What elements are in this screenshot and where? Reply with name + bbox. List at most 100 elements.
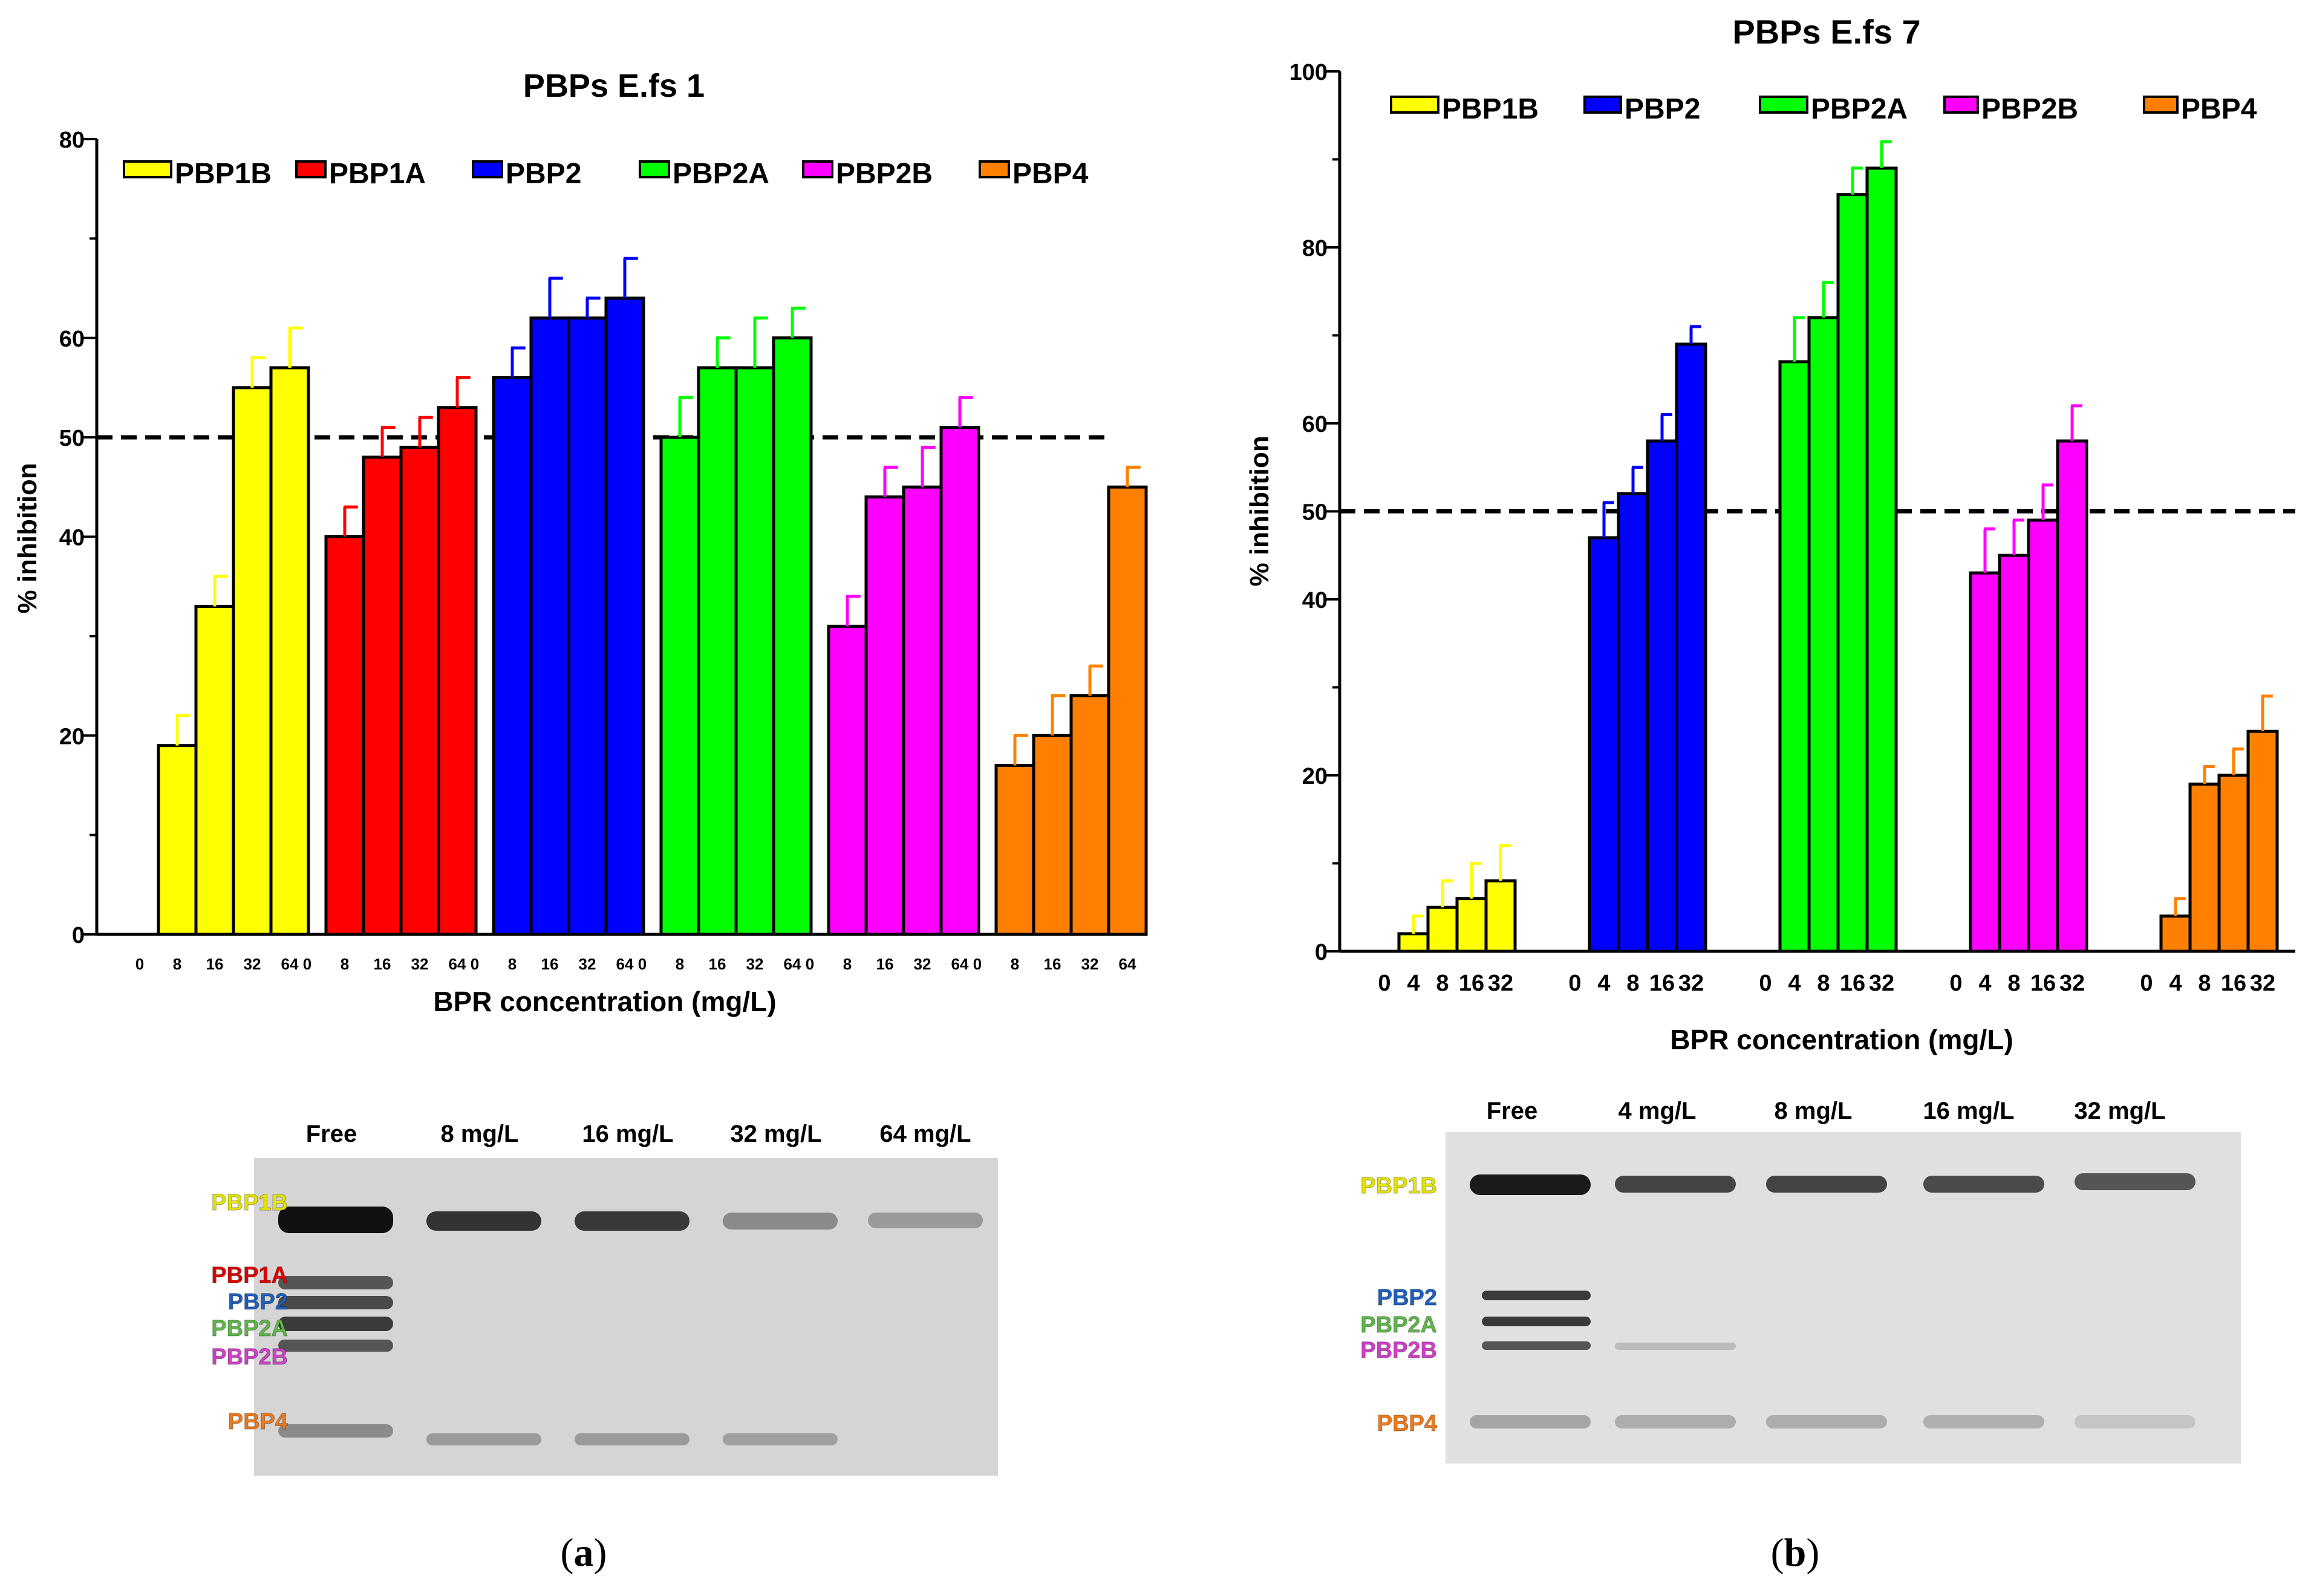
y-axis-label: % inhibition (13, 463, 42, 613)
legend-label-pbp2a: PBP2A (1811, 93, 1908, 125)
x-axis-label: BPR concentration (mg/L) (433, 986, 776, 1017)
gel-a-lane-label: 64 mg/L (879, 1121, 971, 1147)
x-tick-label: 16 (1840, 971, 1865, 996)
x-tick-label: 4 (1407, 971, 1420, 996)
bar-pbp1b (1426, 905, 1459, 953)
x-tick-label: 8 (1436, 971, 1449, 996)
bar-pbp4 (1032, 734, 1073, 936)
x-tick-label: 32 (914, 955, 931, 973)
gel-band (426, 1211, 541, 1231)
bar-pbp2b (939, 426, 980, 936)
gel-a-lane-label: 16 mg/L (582, 1121, 674, 1147)
bar-pbp2a (1807, 316, 1840, 953)
gel-b-lane-label: 16 mg/L (1923, 1098, 2015, 1124)
legend-swatch-pbp4 (2143, 96, 2179, 114)
bar-pbp2a (697, 366, 738, 936)
bar-pbp2a (1865, 166, 1898, 953)
gel-band (278, 1276, 393, 1289)
x-tick-label: 32 (1081, 955, 1099, 973)
gel-band (278, 1296, 393, 1309)
bar-pbp1b (157, 744, 198, 936)
legend-label-pbp2b: PBP2B (836, 158, 933, 190)
x-tick-label: 16 (709, 955, 726, 973)
legend-label-pbp1b: PBP1B (1442, 93, 1539, 125)
panel-letter-b-text: b (1784, 1531, 1807, 1575)
bar-pbp4 (1069, 694, 1110, 936)
legend-label-pbp1a: PBP1A (329, 158, 426, 190)
x-tick-label: 0 (973, 955, 982, 973)
gel-b-pbp2b-label: PBP2B (1360, 1338, 1438, 1364)
x-tick-label: 8 (173, 955, 181, 973)
y-tick-label: 50 (59, 426, 85, 451)
x-tick-label: 32 (1869, 971, 1894, 996)
x-axis-label: BPR concentration (mg/L) (1670, 1024, 2013, 1055)
bar-pbp1a (324, 535, 365, 936)
bar-pbp2 (1675, 342, 1707, 953)
gel-a-pbp2a-label: PBP2A (211, 1316, 288, 1342)
x-tick-label: 0 (1378, 971, 1390, 996)
panel-letter-a: (a) (560, 1531, 607, 1575)
y-tick-label: 20 (1302, 764, 1328, 789)
x-tick-label: 32 (579, 955, 596, 973)
x-tick-label: 8 (2198, 971, 2211, 996)
gel-b-pbp4-label: PBP4 (1377, 1411, 1437, 1437)
gel-band (1482, 1341, 1591, 1350)
bar-pbp4 (2188, 783, 2221, 953)
gel-band (1615, 1343, 1736, 1350)
x-tick-label: 16 (541, 955, 559, 973)
bar-pbp2b (2027, 518, 2059, 953)
gel-b-pbp2-label: PBP2 (1377, 1285, 1437, 1311)
bar-pbp2a (1778, 360, 1811, 953)
x-tick-label: 16 (1044, 955, 1061, 973)
gel-band (1470, 1174, 1591, 1195)
gel-b-lane-label: Free (1486, 1098, 1538, 1124)
panel-letter-a-text: a (573, 1531, 594, 1575)
x-tick-label: 64 (616, 955, 634, 973)
y-tick-label: 20 (59, 724, 85, 749)
bar-pbp2 (604, 296, 645, 936)
x-tick-label: 32 (244, 955, 261, 973)
x-tick-label: 0 (135, 955, 144, 973)
x-tick-label: 64 (281, 955, 299, 973)
gel-band (1615, 1176, 1736, 1193)
legend-swatch-pbp2 (472, 160, 503, 178)
legend-label-pbp2a: PBP2A (673, 158, 769, 190)
x-tick-label: 16 (206, 955, 224, 973)
panel-letter-b: (b) (1770, 1531, 1820, 1575)
y-tick-label: 0 (1315, 940, 1328, 965)
gel-a-pbp1a-label: PBP1A (211, 1263, 288, 1289)
x-tick-label: 64 (951, 955, 969, 973)
x-tick-label: 0 (471, 955, 479, 973)
legend-label-pbp1b: PBP1B (175, 158, 272, 190)
legend-swatch-pbp2b (1943, 96, 1979, 114)
bar-pbp4 (994, 764, 1035, 936)
x-tick-label: 8 (508, 955, 517, 973)
gel-band (278, 1340, 393, 1352)
gel-band (1766, 1415, 1887, 1428)
bar-pbp1b (194, 605, 235, 936)
bar-pbp1a (437, 406, 478, 936)
bar-pbp2a (659, 435, 700, 936)
x-tick-label: 32 (1678, 971, 1704, 996)
gel-band (1766, 1176, 1887, 1193)
bar-pbp2a (772, 336, 813, 936)
x-tick-label: 8 (1626, 971, 1639, 996)
x-tick-label: 4 (1597, 971, 1610, 996)
x-tick-label: 64 (449, 955, 466, 973)
x-tick-label: 16 (2221, 971, 2246, 996)
gel-image-a (254, 1158, 998, 1476)
bar-pbp2 (1646, 439, 1678, 953)
legend-swatch-pbp2 (1583, 96, 1622, 114)
gel-band (1482, 1291, 1591, 1300)
gel-band (868, 1213, 983, 1228)
legend-label-pbp2: PBP2 (506, 158, 581, 190)
bar-pbp1b (1455, 897, 1488, 953)
gel-a-pbp4-label: PBP4 (227, 1409, 288, 1435)
gel-band (2075, 1415, 2196, 1428)
bar-pbp2a (734, 366, 775, 936)
y-tick-label: 40 (59, 526, 85, 551)
y-tick-label: 80 (1302, 236, 1328, 261)
x-tick-label: 8 (1011, 955, 1019, 973)
legend-swatch-pbp2a (1759, 96, 1808, 114)
gel-b-lane-label: 4 mg/L (1618, 1098, 1697, 1124)
